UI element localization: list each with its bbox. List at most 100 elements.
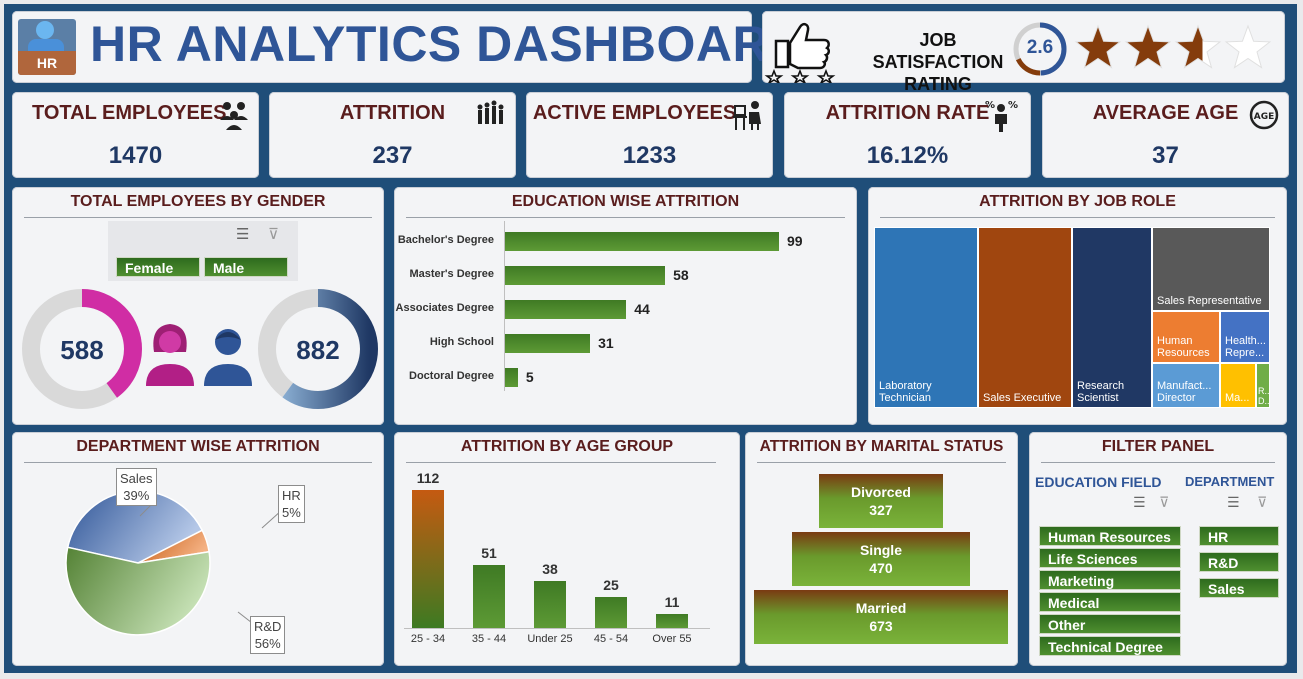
- age-bar[interactable]: [412, 490, 444, 628]
- rating-stars: [1074, 24, 1272, 69]
- education-panel: EDUCATION WISE ATTRITION Bachelor's Degr…: [394, 187, 857, 425]
- axis-line: [404, 628, 710, 629]
- education-bar[interactable]: [504, 266, 666, 285]
- female-donut: [22, 289, 142, 409]
- funnel-category-label: Single: [859, 542, 902, 558]
- clear-filter-icon[interactable]: ⊽: [268, 226, 279, 243]
- funnel-bar[interactable]: Single 470: [792, 532, 970, 586]
- slicer-female-button[interactable]: Female: [116, 257, 200, 277]
- treemap-tile[interactable]: Manufact... Director: [1152, 363, 1220, 408]
- kpi-attrition-rate: ATTRITION RATE %% 16.12%: [784, 92, 1031, 178]
- pie-label-sales: Sales 39%: [116, 468, 157, 506]
- bar-value-label: 25: [603, 577, 619, 594]
- rating-star-icon: [1224, 24, 1272, 69]
- education-chart: Bachelor's Degree 99 Master's Degree 58 Asso…: [394, 187, 857, 425]
- multi-select-icon[interactable]: ☰: [236, 226, 250, 243]
- female-count: 588: [60, 335, 104, 365]
- pie-label-hr: HR 5%: [278, 485, 305, 523]
- bar-category-label: Over 55: [652, 633, 692, 645]
- treemap-tile[interactable]: Ma...: [1220, 363, 1256, 408]
- age-bar[interactable]: [534, 581, 566, 628]
- bar-category-label: Doctoral Degree: [409, 370, 494, 382]
- education-title: EDUCATION WISE ATTRITION: [511, 193, 740, 210]
- pie-label-rd: R&D 56%: [250, 616, 286, 654]
- people-leaving-icon: [477, 100, 504, 124]
- treemap-tile[interactable]: Health... Repre...: [1220, 311, 1270, 363]
- education-bar[interactable]: [504, 334, 591, 353]
- education-field-option[interactable]: Technical Degree: [1039, 636, 1181, 656]
- department-filter-title: DEPARTMENT: [1185, 474, 1275, 489]
- bar-value-label: 11: [664, 594, 680, 611]
- axis-line: [504, 221, 505, 391]
- slicer-male-button[interactable]: Male: [204, 257, 288, 277]
- age-bar[interactable]: [473, 565, 505, 628]
- kpi-label: ATTRITION RATE: [825, 102, 990, 124]
- department-pie: [65, 490, 283, 636]
- gender-panel: TOTAL EMPLOYEES BY GENDER ☰ ⊽ Female Mal…: [12, 187, 384, 425]
- age-bar[interactable]: [595, 597, 627, 628]
- kpi-active-employees: ACTIVE EMPLOYEES 1233: [526, 92, 773, 178]
- funnel-category-label: Married: [855, 600, 907, 616]
- treemap-tile[interactable]: Research Scientist: [1072, 227, 1152, 408]
- treemap-tile[interactable]: Sales Representative: [1152, 227, 1270, 311]
- education-bar[interactable]: [504, 300, 627, 319]
- department-option[interactable]: HR: [1199, 526, 1279, 546]
- rating-value: 2.6: [1026, 37, 1054, 58]
- male-donut: [258, 289, 378, 409]
- agegroup-panel: ATTRITION BY AGE GROUP 112 25 - 34 51 35 - …: [394, 432, 740, 666]
- header-panel: HR HR ANALYTICS DASHBOARD: [12, 11, 805, 83]
- female-person-icon: [146, 324, 194, 386]
- education-bar[interactable]: [504, 368, 518, 387]
- bar-value-label: 44: [634, 301, 650, 317]
- gender-title: TOTAL EMPLOYEES BY GENDER: [70, 193, 326, 210]
- funnel-bar[interactable]: Married 673: [754, 590, 1008, 644]
- treemap-tile[interactable]: Sales Executive: [978, 227, 1072, 408]
- jobrole-panel: ATTRITION BY JOB ROLE Laboratory Technic…: [868, 187, 1287, 425]
- people-group-icon: [220, 102, 248, 130]
- kpi-label: AVERAGE AGE: [1092, 102, 1239, 124]
- education-field-option[interactable]: Marketing: [1039, 570, 1181, 590]
- rating-star-icon: [1174, 24, 1222, 69]
- kpi-label: TOTAL EMPLOYEES: [32, 102, 227, 124]
- education-field-option[interactable]: Medical: [1039, 592, 1181, 612]
- department-option[interactable]: R&D: [1199, 552, 1279, 572]
- bar-value-label: 112: [416, 470, 440, 486]
- marital-panel: ATTRITION BY MARITAL STATUS Divorced 327 S…: [745, 432, 1018, 666]
- dashboard-title: HR ANALYTICS DASHBOARD: [90, 16, 806, 72]
- rating-star-icon: [1124, 24, 1172, 69]
- bar-category-label: Associates Degree: [395, 302, 494, 314]
- svg-text:AGE: AGE: [1254, 112, 1275, 122]
- department-option[interactable]: Sales: [1199, 578, 1279, 598]
- jobrole-title: ATTRITION BY JOB ROLE: [979, 193, 1176, 210]
- education-field-option[interactable]: Other: [1039, 614, 1181, 634]
- logo-text: HR: [18, 51, 76, 75]
- multi-select-icon[interactable]: ☰: [1227, 494, 1240, 510]
- education-bar[interactable]: [504, 232, 779, 251]
- kpi-average-age: AVERAGE AGE AGE 37: [1042, 92, 1289, 178]
- funnel-value-label: 470: [869, 560, 893, 576]
- education-field-option[interactable]: Life Sciences: [1039, 548, 1181, 568]
- treemap-tile[interactable]: Human Resources: [1152, 311, 1220, 363]
- bar-category-label: High School: [429, 336, 494, 348]
- filter-title: FILTER PANEL: [1101, 438, 1215, 455]
- bar-category-label: 25 - 34: [410, 633, 446, 645]
- funnel-bar[interactable]: Divorced 327: [819, 474, 943, 528]
- education-field-option[interactable]: Human Resources: [1039, 526, 1181, 546]
- pie-slice[interactable]: [65, 546, 211, 636]
- treemap-tile[interactable]: R... D...: [1256, 363, 1270, 408]
- kpi-value: 1470: [108, 142, 163, 169]
- department-panel: DEPARTMENT WISE ATTRITION Sales 39% HR 5…: [12, 432, 384, 666]
- leader-line: [139, 503, 153, 517]
- multi-select-icon[interactable]: ☰: [1133, 494, 1146, 510]
- svg-text:%: %: [985, 100, 995, 111]
- age-icon: AGE: [1249, 100, 1279, 130]
- agegroup-title: ATTRITION BY AGE GROUP: [460, 438, 674, 455]
- clear-filter-icon[interactable]: ⊽: [1159, 494, 1170, 510]
- clear-filter-icon[interactable]: ⊽: [1257, 494, 1268, 510]
- treemap-tile[interactable]: Laboratory Technician: [874, 227, 978, 408]
- funnel-category-label: Divorced: [851, 484, 911, 500]
- bar-category-label: 35 - 44: [471, 633, 507, 645]
- age-bar[interactable]: [656, 614, 688, 628]
- bar-category-label: Master's Degree: [409, 268, 494, 280]
- worker-desk-icon: [733, 101, 761, 130]
